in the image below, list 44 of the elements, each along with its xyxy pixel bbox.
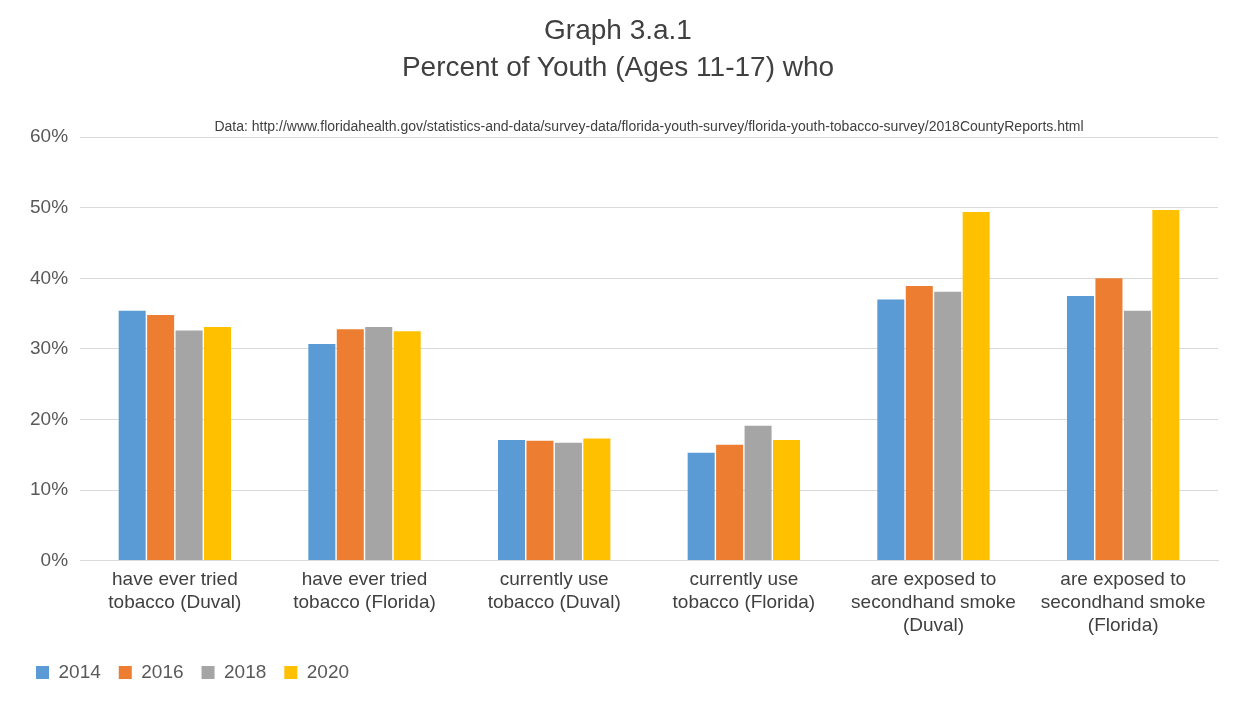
legend-label: 2018 (224, 660, 267, 682)
legend-label: 2014 (58, 660, 102, 682)
x-tick-label: are exposed to secondhand smoke (Florida) (1040, 568, 1206, 635)
x-tick-label: currently use tobacco (Florida) (672, 568, 816, 613)
y-tick-label: 10% (30, 478, 69, 500)
x-tick-label: have ever tried tobacco (Florida) (293, 568, 436, 613)
bar (365, 327, 393, 561)
bar (308, 343, 336, 561)
bar (554, 442, 582, 561)
bar (1123, 310, 1151, 561)
text: Data: http://www.floridahealth.gov/statistics-and-data/survey-data/florida-youth-survey/florida-youth-tobacco-survey/2018CountyReports.html (214, 117, 1084, 134)
bar (1095, 278, 1123, 561)
bar (905, 286, 933, 561)
y-tick-label: 40% (30, 266, 69, 288)
bar (716, 444, 744, 561)
bar (934, 291, 962, 561)
bar (204, 327, 232, 561)
bar (118, 310, 146, 561)
y-tick-label: 0% (40, 548, 69, 570)
bar (962, 212, 990, 561)
bar (393, 331, 421, 561)
bar (773, 439, 801, 561)
y-tick-label: 30% (30, 337, 69, 359)
bar (336, 329, 364, 561)
bar (1066, 295, 1095, 561)
bar (147, 315, 175, 561)
bar (1152, 209, 1180, 561)
legend-label: 2016 (141, 660, 184, 682)
chart-title: Graph 3.a.1 (544, 13, 692, 45)
x-tick-label: are exposed to secondhand smoke (Duval) (851, 568, 1016, 635)
chart-subtitle: Percent of Youth (Ages 11-17) who (401, 51, 835, 83)
x-tick-label: currently use tobacco (Duval) (487, 568, 621, 613)
y-tick-label: 20% (30, 407, 69, 429)
bar (526, 440, 554, 561)
bar (877, 299, 905, 561)
bar (583, 438, 611, 561)
legend-label: 2020 (306, 660, 350, 682)
x-tick-label: have ever tried tobacco (Duval) (108, 568, 242, 613)
y-tick-label: 50% (30, 196, 69, 217)
bar (744, 425, 772, 561)
bar (175, 330, 203, 561)
bar (498, 439, 526, 561)
bar (687, 452, 715, 561)
y-tick-label: 60% (30, 125, 69, 147)
